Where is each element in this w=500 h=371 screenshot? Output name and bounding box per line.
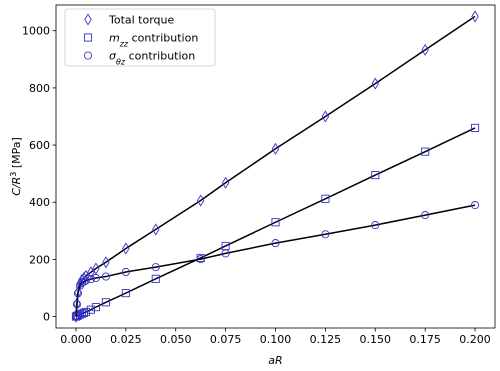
series-line-2: [75, 127, 476, 318]
series-line-1: [75, 15, 476, 317]
data-point-diamond: [421, 43, 429, 56]
data-point-circle: [470, 201, 480, 210]
axes: 0.000 0.025 0.050 0.075 0.100 0.125 0.150 0.175…: [22, 4, 496, 346]
data-point-diamond: [102, 256, 110, 269]
y-tick-label: 0: [43, 311, 50, 324]
data-point-square: [86, 305, 95, 314]
data-point-square: [421, 147, 430, 156]
data-point-circle: [79, 277, 88, 286]
data-point-square: [271, 218, 280, 227]
legend-marker-square: [83, 33, 93, 42]
data-point-diamond: [122, 242, 130, 255]
x-tick-label: 0.200: [459, 333, 491, 346]
data-point-diamond: [321, 110, 330, 123]
data-point-diamond: [471, 10, 479, 23]
data-point-circle: [71, 312, 81, 321]
data-point-diamond: [92, 262, 100, 275]
x-tick-label: 0.050: [160, 333, 192, 346]
data-point-diamond: [371, 77, 380, 90]
legend-marker-diamond: [84, 13, 92, 26]
y-tick-label: 200: [29, 253, 50, 266]
data-point-diamond: [221, 176, 230, 189]
data-point-circle: [196, 255, 205, 264]
data-point-circle: [321, 230, 330, 239]
data-point-diamond: [87, 266, 95, 279]
data-point-circle: [73, 289, 82, 298]
data-point-square: [91, 303, 100, 312]
data-point-square: [151, 274, 160, 283]
data-point-square: [121, 289, 130, 298]
legend-entry: Total torque: [108, 14, 175, 27]
data-point-square: [371, 171, 380, 180]
data-point-square: [470, 123, 480, 132]
data-point-circle: [121, 267, 130, 277]
legend-box: [64, 8, 216, 67]
legend-entry: σθz contribution: [109, 50, 195, 67]
y-tick-label: 600: [29, 139, 50, 152]
data-point-circle: [72, 300, 82, 309]
data-point-circle: [81, 276, 90, 285]
data-point-diamond: [196, 194, 205, 207]
data-point-circle: [221, 249, 230, 258]
y-tick-label: 800: [29, 82, 50, 95]
legend-marker-circle: [83, 51, 93, 60]
data-point-square: [101, 298, 110, 307]
x-tick-label: 0.175: [409, 333, 441, 346]
data-point-diamond: [271, 142, 280, 155]
x-tick-label: 0.025: [110, 333, 142, 346]
x-tick-label: 0.075: [210, 333, 242, 346]
data-point-circle: [77, 278, 86, 287]
y-tick-label: 1000: [22, 25, 50, 38]
data-point-circle: [371, 221, 380, 230]
data-point-square: [321, 194, 330, 203]
data-point-circle: [271, 239, 280, 248]
x-tick-label: 0.125: [310, 333, 342, 346]
data-point-circle: [151, 263, 160, 272]
data-point-circle: [101, 272, 110, 281]
y-axis-label: C/R3 [MPa]: [9, 137, 24, 196]
plot-area: [71, 10, 480, 323]
data-point-circle: [86, 275, 95, 284]
data-point-diamond: [80, 271, 88, 285]
data-point-square: [81, 307, 90, 317]
legend-entry: mzz contribution: [109, 32, 198, 49]
data-point-circle: [91, 273, 100, 283]
y-tick-label: 400: [29, 196, 50, 209]
x-tick-label: 0.000: [60, 333, 92, 346]
x-tick-label: 0.100: [260, 333, 292, 346]
x-axis-label: aR: [268, 354, 282, 367]
data-point-diamond: [152, 223, 160, 236]
x-tick-label: 0.150: [360, 333, 392, 346]
data-point-circle: [421, 211, 430, 220]
